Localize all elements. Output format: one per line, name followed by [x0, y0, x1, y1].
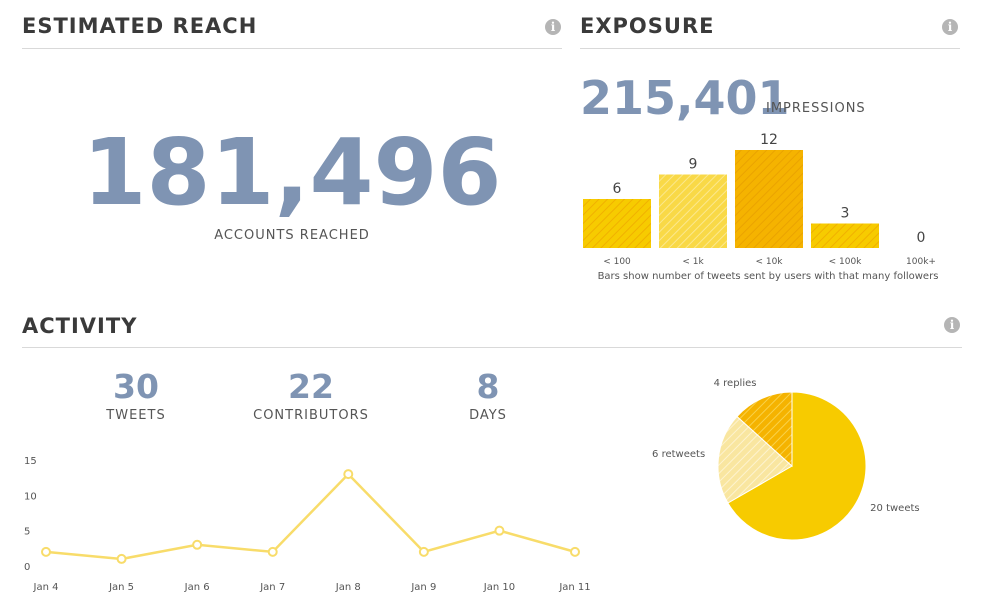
y-tick-label: 10: [24, 491, 37, 502]
x-tick-label: Jan 9: [410, 582, 436, 593]
stat-days: 8 DAYS: [408, 367, 568, 424]
bar-category-label: < 1k: [682, 257, 704, 267]
x-tick-label: Jan 11: [558, 582, 590, 593]
pie-slice: [736, 391, 793, 468]
reach-divider: [22, 48, 562, 49]
stat-tweets-label: TWEETS: [106, 408, 166, 423]
exposure-divider: [580, 48, 960, 49]
y-tick-label: 0: [24, 562, 30, 573]
bar-value-label: 3: [841, 206, 850, 222]
reach-info-icon[interactable]: i: [545, 19, 561, 35]
bar-category-label: < 10k: [755, 257, 783, 267]
stat-days-value: 8: [476, 367, 500, 406]
x-tick-label: Jan 6: [184, 582, 210, 593]
exposure-info-icon[interactable]: i: [942, 19, 958, 35]
bar-category-label: 100k+: [906, 257, 936, 267]
exposure-footnote: Bars show number of tweets sent by users…: [597, 271, 939, 282]
bar-2: [735, 150, 803, 248]
line-point: [343, 469, 354, 480]
pie-slice: [727, 391, 867, 541]
activity-line-chart: 0 5 10 15 Jan 4 Jan 5 Jan 6 Jan 7 Jan 8 Jan 9 Jan …: [24, 456, 591, 593]
exposure-title: EXPOSURE: [580, 14, 715, 38]
stat-contributors-value: 22: [288, 367, 334, 406]
bar-0: [583, 199, 651, 248]
stat-contributors-label: CONTRIBUTORS: [253, 408, 369, 423]
bar-3: [811, 223, 879, 248]
stat-tweets-value: 30: [113, 367, 159, 406]
y-tick-label: 15: [24, 456, 37, 467]
stat-tweets: 30 TWEETS: [56, 367, 216, 424]
activity-line: [45, 472, 576, 561]
x-tick-label: Jan 7: [259, 582, 285, 593]
pie-label: 6 retweets: [652, 449, 705, 460]
line-point: [41, 546, 51, 557]
exposure-caption: IMPRESSIONS: [766, 101, 866, 116]
bar-value-label: 9: [689, 157, 698, 173]
x-tick-label: Jan 8: [335, 582, 361, 593]
line-point: [570, 546, 580, 557]
followers-bar-chart: 6 < 100 9 < 1k 12 < 10k 3 < 100k 0 100k+: [583, 132, 936, 267]
x-tick-label: Jan 4: [33, 582, 59, 593]
pie-slice: [717, 415, 793, 504]
bar-category-label: < 100k: [829, 257, 863, 267]
reach-title: ESTIMATED REACH: [22, 14, 258, 38]
line-point: [418, 546, 429, 557]
bar-1: [659, 174, 727, 248]
pie-label: 20 tweets: [870, 503, 919, 514]
stat-contributors: 22 CONTRIBUTORS: [231, 367, 391, 424]
pie-label: 4 replies: [714, 378, 757, 389]
x-tick-label: Jan 10: [483, 582, 515, 593]
bar-category-label: < 100: [603, 257, 631, 267]
exposure-value: 215,401: [580, 71, 790, 125]
y-tick-label: 5: [24, 527, 30, 538]
line-point: [116, 553, 127, 564]
activity-divider: [22, 347, 962, 348]
line-point: [494, 525, 505, 536]
activity-info-icon[interactable]: i: [944, 317, 960, 333]
activity-title: ACTIVITY: [22, 314, 138, 338]
line-point: [192, 539, 203, 550]
stat-days-label: DAYS: [469, 408, 507, 423]
x-tick-label: Jan 5: [108, 582, 134, 593]
activity-pie-chart: 20 tweets 6 retweets 4 replies: [652, 378, 920, 541]
bar-value-label: 0: [917, 230, 926, 246]
bar-value-label: 6: [613, 181, 622, 197]
reach-caption: ACCOUNTS REACHED: [214, 228, 370, 243]
line-point: [267, 546, 278, 557]
bar-value-label: 12: [760, 132, 778, 148]
reach-value: 181,496: [82, 119, 502, 226]
